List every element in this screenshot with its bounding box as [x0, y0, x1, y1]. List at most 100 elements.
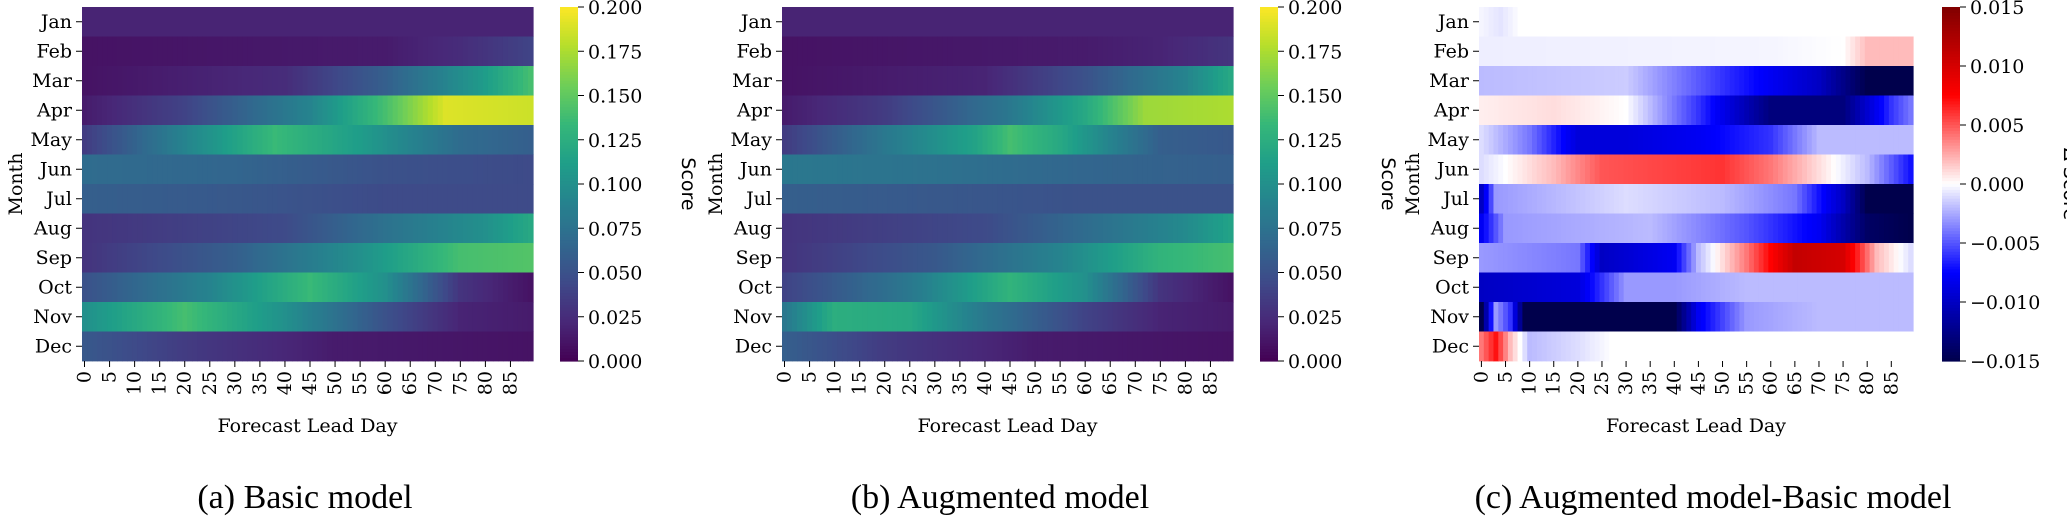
heatmap-cell [992, 154, 999, 185]
y-tick-label: Jan [39, 11, 72, 33]
heatmap-cell [417, 7, 424, 37]
heatmap-cell [1087, 213, 1094, 244]
heatmap-cell [272, 302, 279, 332]
colorbar-label: Δ Score [2059, 148, 2067, 220]
heatmap-cell [327, 272, 334, 303]
heatmap-cell [187, 95, 193, 126]
heatmap-cell [437, 125, 444, 155]
y-tick-label: Jan [1436, 11, 1469, 33]
heatmap-cell [227, 95, 233, 126]
heatmap-cell [1686, 125, 1692, 155]
heatmap-cell [267, 125, 274, 155]
heatmap-cell [1874, 36, 1880, 67]
heatmap-cell [1142, 95, 1149, 126]
heatmap-cell [1527, 213, 1533, 244]
heatmap-cell [942, 331, 948, 362]
heatmap-cell [202, 184, 208, 214]
x-tick-label: 40 [974, 371, 996, 395]
heatmap-cell [522, 36, 529, 67]
heatmap-cell [1604, 213, 1610, 244]
colorbar-segment [1260, 358, 1278, 362]
heatmap-cell [1855, 154, 1861, 185]
colorbar-segment [1942, 181, 1960, 185]
heatmap-cell [1821, 95, 1827, 126]
heatmap-cell [487, 331, 494, 362]
heatmap-cell [157, 154, 163, 185]
heatmap-cell [1479, 7, 1485, 37]
heatmap-cell [1773, 36, 1779, 67]
colorbar-segment [560, 175, 578, 179]
heatmap-cell [997, 7, 1004, 37]
heatmap-cell [1864, 272, 1871, 303]
heatmap-cell [167, 302, 173, 332]
heatmap-cell [1112, 213, 1119, 244]
heatmap-cell [982, 95, 989, 126]
heatmap-cell [1758, 184, 1765, 214]
heatmap-cell [122, 95, 128, 126]
heatmap-cell [827, 243, 833, 273]
heatmap-cell [192, 154, 198, 185]
heatmap-cell [437, 213, 444, 244]
heatmap-cell [1087, 125, 1094, 155]
heatmap-cell [867, 125, 873, 155]
heatmap-cell [1662, 154, 1668, 185]
heatmap-cell [1017, 95, 1024, 126]
x-tick-label: 65 [1099, 371, 1121, 395]
colorbar-segment [1942, 207, 1960, 212]
heatmap-cell [1879, 154, 1885, 185]
heatmap-cell [247, 154, 253, 185]
heatmap-cell [1507, 154, 1514, 185]
heatmap-cell [152, 95, 158, 126]
heatmap-cell [1792, 7, 1798, 37]
heatmap-cell [892, 36, 898, 67]
colorbar-segment [560, 251, 578, 256]
heatmap-cell [1522, 7, 1528, 37]
heatmap-cell [1845, 95, 1851, 126]
heatmap-cell [1575, 184, 1581, 214]
heatmap-cell [432, 36, 439, 67]
heatmap-cell [1212, 7, 1219, 37]
heatmap-cell [242, 272, 248, 303]
heatmap-cell [292, 36, 299, 67]
heatmap-cell [1879, 7, 1885, 37]
heatmap-cell [892, 184, 898, 214]
heatmap-cell [927, 125, 933, 155]
heatmap-cell [372, 331, 379, 362]
heatmap-cell [1187, 95, 1194, 126]
heatmap-cell [1032, 184, 1039, 214]
heatmap-cell [1207, 213, 1214, 244]
heatmap-cell [902, 302, 908, 332]
colorbar-segment [560, 101, 578, 105]
colorbar-segment [560, 204, 578, 209]
heatmap-cell [1749, 36, 1755, 67]
heatmap-cell [1087, 302, 1094, 332]
heatmap-cell [1662, 272, 1668, 303]
heatmap-cell [1657, 331, 1663, 362]
heatmap-cell [172, 243, 178, 273]
colorbar-segment [1942, 57, 1960, 61]
heatmap-cell [957, 154, 963, 185]
x-tick-label: 55 [349, 371, 371, 395]
heatmap-cell [1067, 125, 1074, 155]
heatmap-cell [222, 184, 228, 214]
heatmap-cell [1483, 213, 1490, 244]
heatmap-cell [377, 95, 384, 126]
heatmap-cell [1724, 125, 1731, 155]
heatmap-cell [1532, 184, 1538, 214]
heatmap-cell [1503, 243, 1509, 273]
colorbar-segment [560, 228, 578, 232]
heatmap-cell [102, 125, 108, 155]
heatmap-cell [1102, 95, 1109, 126]
heatmap-cell [332, 154, 339, 185]
heatmap-cell [1652, 95, 1659, 126]
colorbar-label: Score [677, 157, 699, 210]
heatmap-cell [1152, 125, 1159, 155]
heatmap-cell [332, 184, 339, 214]
heatmap-cell [472, 66, 479, 96]
heatmap-cell [1047, 213, 1054, 244]
colorbar-segment [1260, 139, 1278, 144]
heatmap-cell [382, 154, 389, 185]
heatmap-cell [872, 213, 878, 244]
colorbar-segment [560, 290, 578, 294]
heatmap-cell [192, 66, 198, 96]
